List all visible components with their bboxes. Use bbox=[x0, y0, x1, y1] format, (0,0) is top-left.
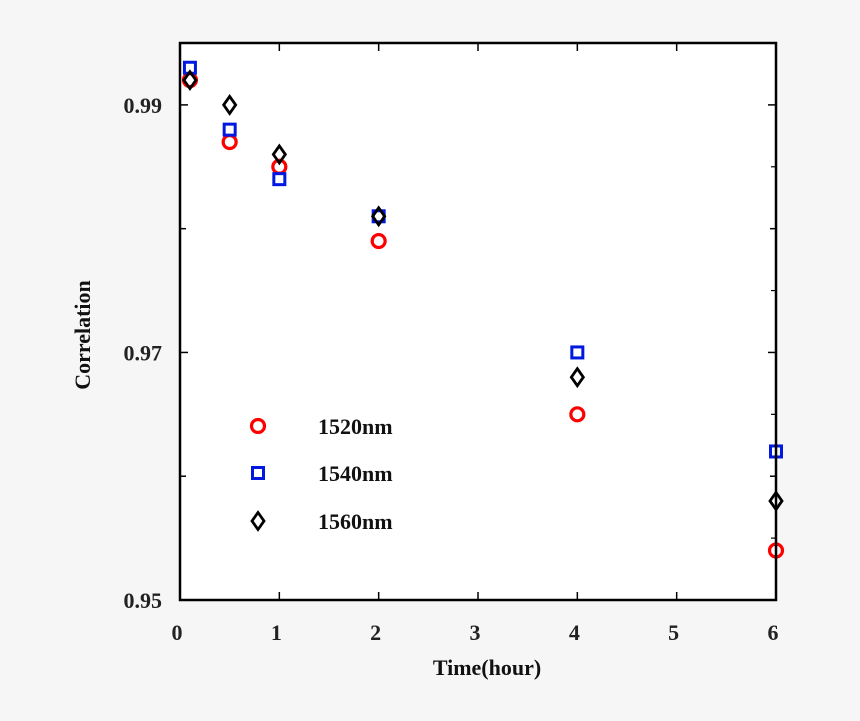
y-tick-label: 0.97 bbox=[124, 340, 163, 365]
diamond-point-1560nm bbox=[182, 69, 198, 92]
data-points bbox=[181, 60, 785, 559]
y-axis-title: Correlation bbox=[70, 280, 95, 390]
tick-labels: 0 1 2 3 4 5 6 0.95 0.97 0.99 bbox=[124, 93, 779, 645]
x-tick-label: 3 bbox=[470, 620, 481, 645]
x-tick-label: 2 bbox=[370, 620, 381, 645]
legend: 1520nm 1540nm 1560nm bbox=[249, 414, 393, 534]
diamond-point-1560nm bbox=[221, 93, 238, 116]
circle-point-1520nm bbox=[370, 232, 387, 250]
diamond-point-1560nm bbox=[271, 143, 288, 166]
legend-label: 1540nm bbox=[318, 461, 393, 486]
legend-label: 1520nm bbox=[318, 414, 393, 439]
plot-frame bbox=[178, 41, 778, 602]
x-axis-title: Time(hour) bbox=[433, 655, 541, 680]
x-tick-label: 5 bbox=[668, 620, 679, 645]
legend-marker-1560nm bbox=[250, 510, 266, 532]
circle-point-1520nm bbox=[569, 406, 586, 423]
x-tick-label: 0 bbox=[172, 620, 183, 645]
square-point-1540nm bbox=[222, 122, 237, 137]
legend-marker-1540nm bbox=[251, 466, 265, 480]
y-tick-label: 0.95 bbox=[124, 588, 163, 613]
diamond-point-1560nm bbox=[569, 366, 586, 389]
y-tick-label: 0.99 bbox=[124, 93, 163, 118]
square-point-1540nm bbox=[272, 172, 287, 187]
diamond-point-1560nm bbox=[370, 205, 387, 228]
x-tick-label: 4 bbox=[569, 620, 580, 645]
x-tick-label: 6 bbox=[768, 620, 779, 645]
x-tick-label: 1 bbox=[271, 620, 282, 645]
plot-area bbox=[180, 43, 776, 600]
square-point-1540nm bbox=[570, 345, 585, 360]
legend-marker-1520nm bbox=[249, 417, 267, 435]
legend-label: 1560nm bbox=[318, 509, 393, 534]
